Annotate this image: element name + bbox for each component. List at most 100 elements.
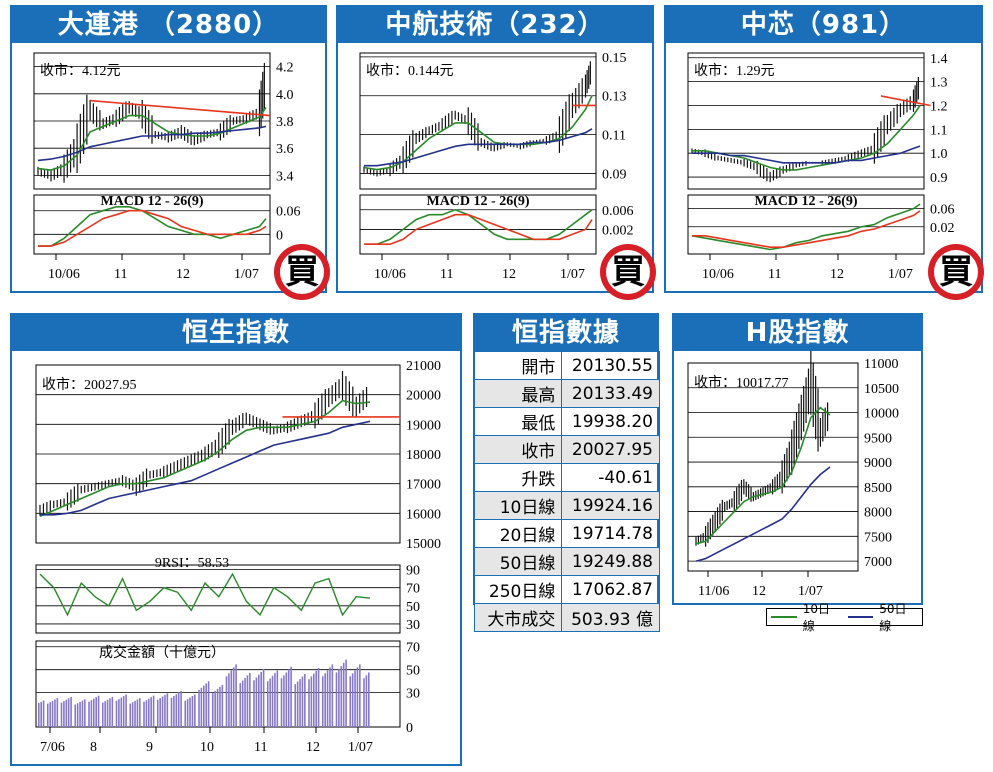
date-label: 11 [254, 740, 267, 755]
date-label: 12 [176, 267, 190, 282]
buy-stamp: 買 [928, 244, 984, 300]
price-tick-label: 15000 [406, 537, 441, 552]
date-label: 11 [768, 267, 781, 282]
panel-title: H股指數 [674, 315, 921, 351]
panel-title: 大連港 （2880） [12, 7, 325, 43]
row-label: 開市 [473, 351, 563, 380]
row-label: 大市成交 [473, 603, 563, 632]
row-value: -40.61 [561, 463, 660, 492]
panel-title: 中航技術（232） [338, 7, 652, 43]
trendline [880, 95, 931, 107]
price-tick-label: 7500 [864, 530, 892, 545]
rsi-tick-label: 70 [406, 582, 420, 597]
row-label: 最高 [473, 379, 563, 408]
macd-tick-label: 0.02 [930, 221, 955, 236]
row-value: 19714.78 [561, 519, 660, 548]
row-value: 20027.95 [561, 435, 660, 464]
row-value: 20130.55 [561, 351, 660, 380]
legend-swatch-ma50 [847, 616, 874, 618]
volume-tick-label: 30 [406, 687, 420, 702]
signal-line [692, 210, 921, 248]
table-row: 最低 19938.20 [473, 407, 660, 436]
chart-smic: 1.4 1.3 1.2 1.1 1.0 0.9 收市：1.29元 0.06 0.02 MACD 1… [687, 52, 955, 282]
price-tick-label: 8500 [864, 481, 892, 496]
volume-label: 成交金額（十億元） [99, 644, 225, 661]
macd-label: MACD 12 - 26(9) [754, 194, 857, 209]
buy-stamp: 買 [274, 244, 330, 300]
panel-hsi-data: 恒指數據 開市 20130.55 最高 20133.49 最低 19938.20 收市 200… [473, 313, 660, 632]
ma-short-line [692, 105, 921, 171]
ma-long-line [40, 420, 371, 516]
buy-stamp: 買 [600, 244, 656, 300]
macd-tick-label: 0.002 [602, 223, 634, 238]
date-label: 9 [146, 740, 153, 755]
row-label: 收市 [473, 435, 563, 464]
price-tick-label: 0.11 [602, 129, 626, 144]
legend-swatch-ma10 [771, 616, 797, 618]
price-tick-label: 20000 [406, 389, 441, 404]
macd-frame [687, 194, 925, 255]
macd-tick-label: 0.06 [276, 205, 301, 220]
price-frame [359, 52, 597, 190]
row-label: 10日線 [473, 491, 563, 520]
chart-dalian: 4.2 4.0 3.8 3.6 3.4 收市：4.12元 0.06 0 MACD 12 - 26… [33, 52, 301, 282]
price-tick-label: 16000 [406, 507, 441, 522]
date-label: 11 [114, 267, 127, 282]
price-tick-label: 0.13 [602, 90, 627, 105]
macd-label: MACD 12 - 26(9) [100, 194, 203, 209]
price-tick-label: 3.8 [276, 115, 294, 130]
macd-line [364, 208, 593, 245]
date-label: 11/06 [698, 584, 729, 599]
chart-hshare: 11000 10500 10000 9500 9000 8500 8000 7500 7000 收… [687, 350, 899, 599]
rsi-label: 9RSI：58.53 [155, 556, 229, 571]
date-label: 12 [306, 740, 320, 755]
price-frame [687, 52, 925, 190]
row-value: 19938.20 [561, 407, 660, 436]
buy-stamp-text: 買 [606, 250, 650, 294]
date-label: 1/07 [234, 267, 259, 282]
date-label: 12 [830, 267, 844, 282]
ma-short-line [695, 406, 831, 545]
date-label: 7/06 [40, 740, 65, 755]
price-tick-label: 7000 [864, 555, 892, 570]
price-tick-label: 0.15 [602, 51, 627, 66]
table-row: 50日線 19249.88 [473, 547, 660, 576]
price-tick-label: 9000 [864, 456, 892, 471]
macd-line [38, 206, 267, 247]
price-tick-label: 10000 [864, 407, 899, 422]
panel-hshare: H股指數 11000 10500 10000 9500 9000 8500 8000 7500… [672, 313, 923, 605]
signal-line [364, 213, 593, 245]
date-label: 12 [502, 267, 516, 282]
panel-title: 恒生指數 [12, 315, 460, 351]
close-label: 收市：4.12元 [40, 62, 121, 79]
date-label: 10/06 [48, 267, 80, 282]
chart-hsi: 21000 20000 19000 18000 17000 16000 15000 收市：20… [35, 359, 441, 755]
row-value: 19249.88 [561, 547, 660, 576]
date-label: 11 [440, 267, 453, 282]
date-label: 1/07 [560, 267, 585, 282]
price-tick-label: 18000 [406, 448, 441, 463]
hsi-data-table: 開市 20130.55 最高 20133.49 最低 19938.20 收市 20027.95… [473, 351, 660, 632]
table-row: 大市成交 503.93 億 [473, 603, 660, 632]
row-value: 503.93 億 [561, 603, 660, 632]
signal-line [38, 209, 267, 247]
price-tick-label: 4.2 [276, 61, 294, 76]
price-tick-label: 10500 [864, 382, 899, 397]
rsi-tick-label: 90 [406, 564, 420, 579]
macd-tick-label: 0.06 [930, 203, 955, 218]
table-row: 10日線 19924.16 [473, 491, 660, 520]
macd-frame [359, 194, 597, 255]
macd-line [691, 203, 921, 251]
date-label: 10/06 [702, 267, 734, 282]
date-label: 10 [200, 740, 214, 755]
macd-label: MACD 12 - 26(9) [426, 194, 529, 209]
panel-title: 中芯（981） [666, 7, 981, 43]
date-label: 1/07 [888, 267, 913, 282]
price-tick-label: 17000 [406, 478, 441, 493]
rsi-tick-label: 30 [406, 618, 420, 633]
date-label: 1/07 [798, 584, 823, 599]
ma-long-line [37, 125, 267, 162]
date-label: 8 [90, 740, 97, 755]
ma-long-line [364, 128, 593, 167]
price-tick-label: 1.0 [930, 147, 948, 162]
